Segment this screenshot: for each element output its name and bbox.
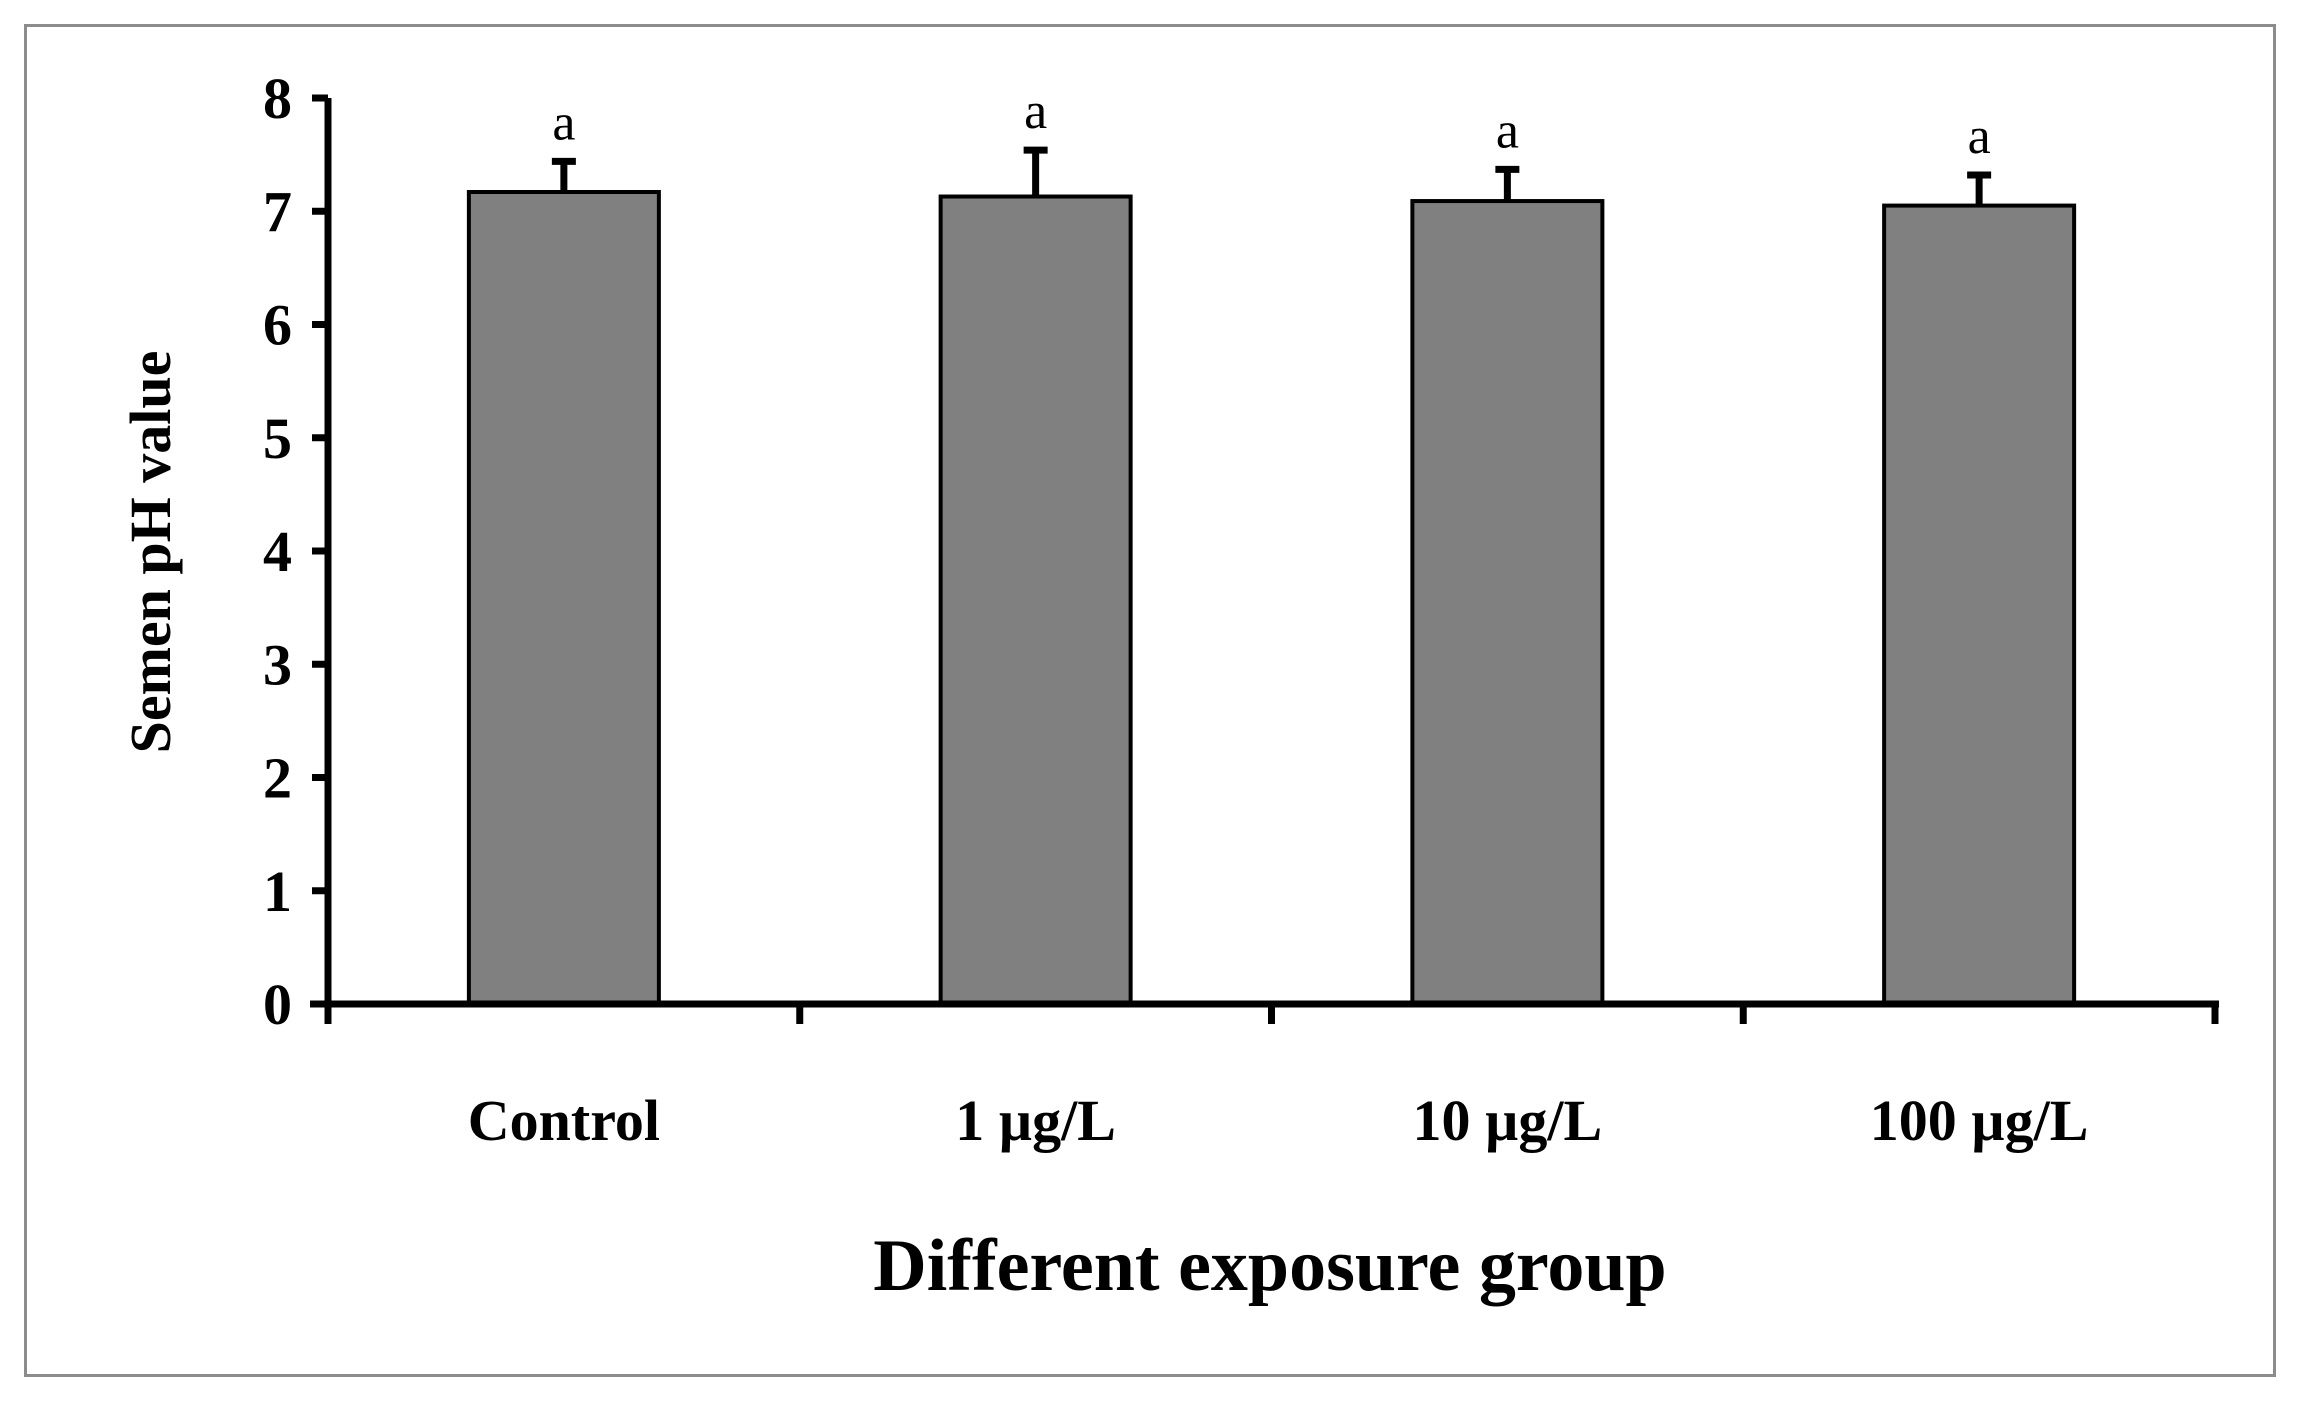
x-tick-label-2: 10 µg/L <box>1413 1088 1603 1153</box>
significance-label-3: a <box>1968 108 1991 165</box>
bar-1 <box>938 194 1133 1006</box>
y-tick-label-8: 8 <box>263 66 292 131</box>
error-bars-layer <box>551 146 1992 206</box>
y-tick-label-4: 4 <box>263 519 292 584</box>
y-tick-label-3: 3 <box>263 632 292 697</box>
y-axis-title: Semen pH value <box>118 351 183 754</box>
bar-0 <box>466 189 661 1006</box>
y-tick-label-0: 0 <box>263 972 292 1037</box>
x-tick-label-3: 100 µg/L <box>1870 1088 2089 1153</box>
x-tick-label-0: Control <box>468 1088 660 1153</box>
y-tick-label-5: 5 <box>263 406 292 471</box>
x-tick-label-1: 1 µg/L <box>955 1088 1116 1153</box>
significance-label-1: a <box>1024 83 1047 140</box>
x-axis-title: Different exposure group <box>873 1225 1666 1307</box>
significance-label-0: a <box>552 94 575 151</box>
significance-label-2: a <box>1496 102 1519 159</box>
y-tick-label-6: 6 <box>263 293 292 358</box>
bars-layer <box>466 189 2077 1006</box>
bar-3 <box>1882 203 2077 1006</box>
y-tick-label-7: 7 <box>263 179 292 244</box>
labels-layer: a Control a 1 µg/L a 10 µg/L a 100 µg/L 0 1 2 3 4 5 6 7… <box>263 66 2088 1153</box>
axes-layer <box>310 94 2219 1024</box>
bar-2 <box>1410 199 1605 1006</box>
y-tick-label-1: 1 <box>263 859 292 924</box>
y-tick-label-2: 2 <box>263 746 292 811</box>
